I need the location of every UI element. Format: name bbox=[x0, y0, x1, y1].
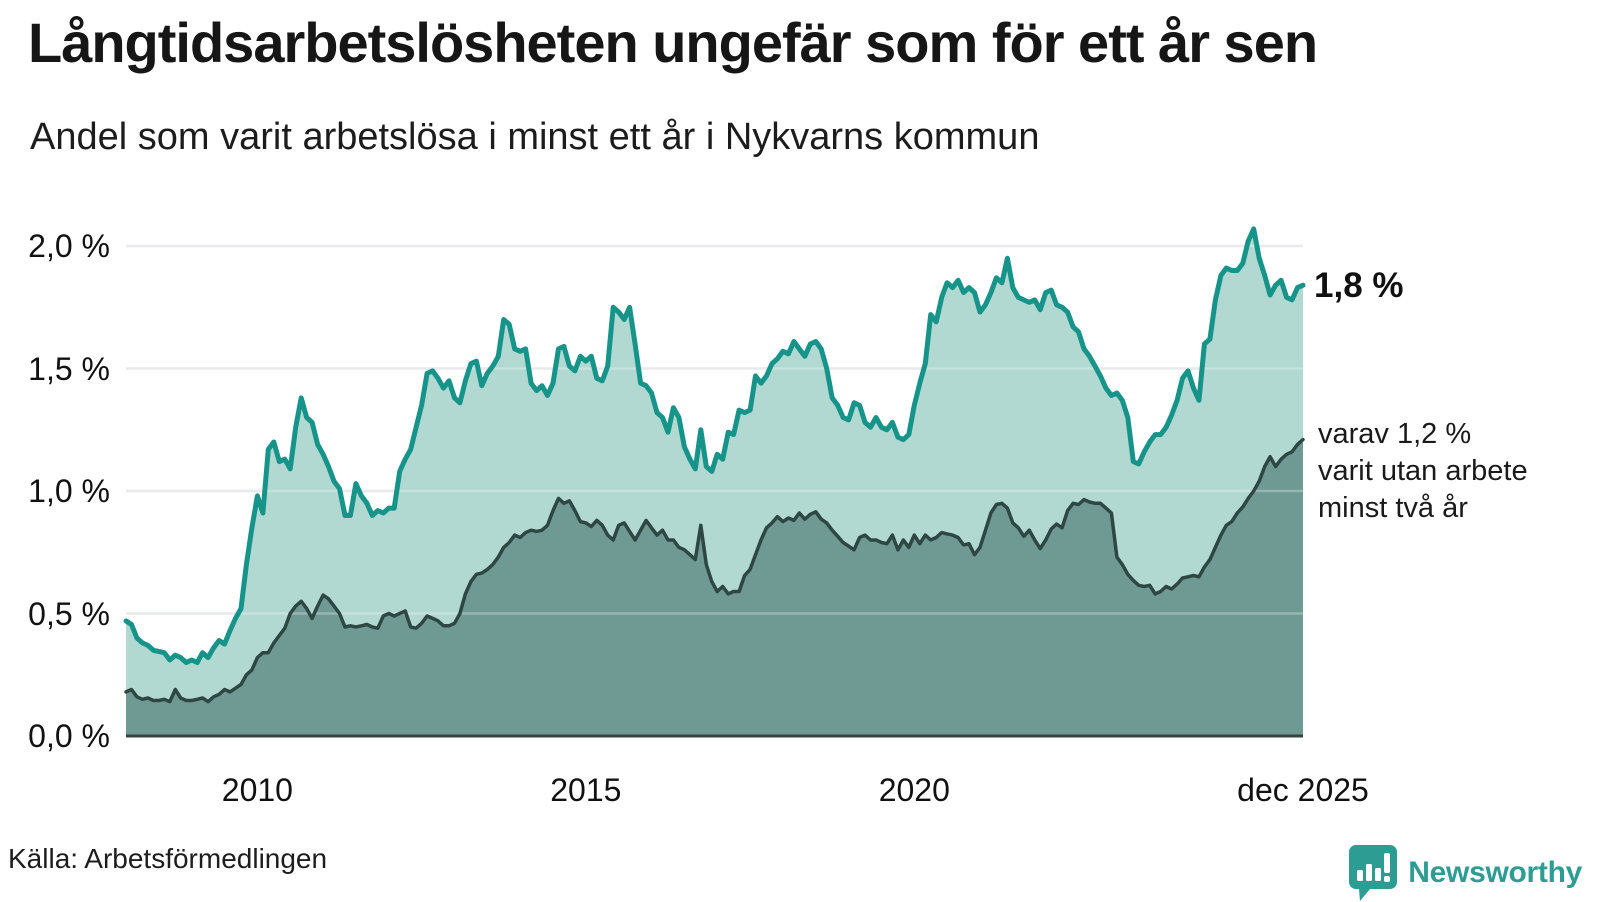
newsworthy-logo: Newsworthy bbox=[1348, 845, 1582, 901]
y-tick-label: 0,0 % bbox=[28, 718, 110, 754]
y-tick-label: 1,0 % bbox=[28, 473, 110, 509]
latest-value-label: 1,8 % bbox=[1314, 266, 1404, 305]
x-tick-label: 2020 bbox=[878, 772, 950, 808]
x-tick-label: dec 2025 bbox=[1237, 772, 1369, 808]
page-title: Långtidsarbetslösheten ungefär som för e… bbox=[28, 11, 1318, 74]
newsworthy-icon bbox=[1349, 845, 1398, 901]
secondary-series-annotation: varav 1,2 % varit utan arbete minst två … bbox=[1318, 418, 1528, 524]
line-unemployed-one-year bbox=[123, 226, 1306, 665]
page-subtitle: Andel som varit arbetslösa i minst ett å… bbox=[30, 116, 1040, 158]
y-tick-label: 1,5 % bbox=[28, 350, 110, 387]
source-credit: Källa: Arbetsförmedlingen bbox=[8, 843, 328, 874]
newsworthy-wordmark: Newsworthy bbox=[1408, 856, 1582, 889]
x-tick-label: 2010 bbox=[221, 772, 293, 808]
line-unemployed-two-years bbox=[124, 437, 1305, 704]
x-tick-label: 2015 bbox=[550, 772, 622, 808]
gridlines-overlay bbox=[126, 244, 1303, 615]
y-tick-label: 0,5 % bbox=[28, 595, 110, 632]
y-tick-label: 2,0 % bbox=[28, 228, 110, 264]
